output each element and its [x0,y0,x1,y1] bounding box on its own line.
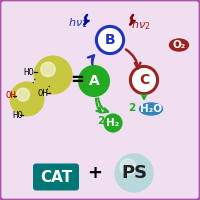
Text: H₂O: H₂O [140,104,162,114]
Text: B: B [105,33,115,47]
Text: $h\nu_1$: $h\nu_1$ [68,16,88,30]
Text: CAT: CAT [40,170,72,184]
Circle shape [17,88,29,101]
Text: C: C [139,73,149,87]
Text: OH: OH [38,88,48,98]
Text: O₂: O₂ [172,40,186,50]
Ellipse shape [140,103,162,115]
Text: A: A [89,74,99,88]
Circle shape [34,56,72,94]
Circle shape [130,66,158,94]
Circle shape [115,154,153,192]
Circle shape [96,26,124,54]
Text: 2: 2 [128,103,136,113]
Text: H₂: H₂ [106,118,120,128]
Text: +: + [88,164,102,182]
Circle shape [41,62,55,77]
Text: HO: HO [12,110,23,119]
Circle shape [79,66,109,96]
FancyBboxPatch shape [33,164,79,190]
Text: OH: OH [5,91,16,100]
Text: =: = [70,71,84,89]
Text: 2: 2 [97,116,105,126]
Ellipse shape [170,39,188,51]
Circle shape [103,113,123,133]
Text: PS: PS [121,164,147,182]
Circle shape [10,82,44,116]
Text: $h\nu_2$: $h\nu_2$ [131,18,151,32]
Text: HO: HO [24,68,34,77]
Circle shape [120,159,136,175]
